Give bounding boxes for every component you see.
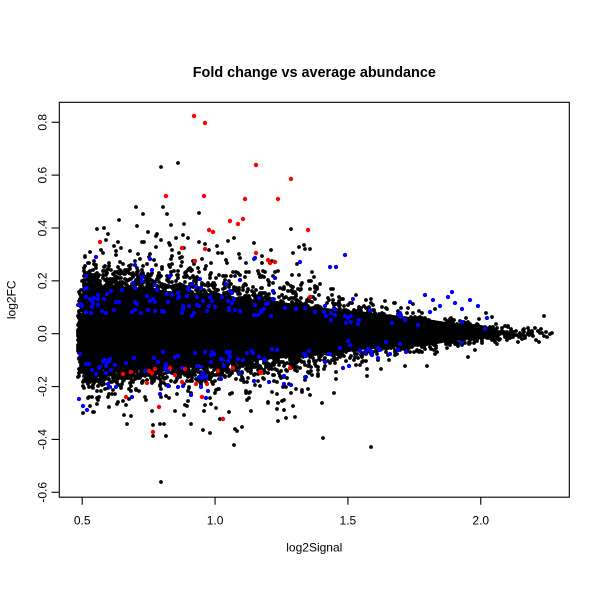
svg-text:log2Signal: log2Signal: [286, 541, 342, 555]
svg-text:Fold change vs average abundan: Fold change vs average abundance: [193, 65, 436, 81]
svg-text:log2FC: log2FC: [5, 280, 19, 319]
svg-text:0.5: 0.5: [74, 513, 91, 527]
svg-text:2.0: 2.0: [472, 513, 489, 527]
svg-text:1.5: 1.5: [340, 513, 357, 527]
svg-text:0.2: 0.2: [36, 272, 50, 289]
svg-text:0.0: 0.0: [36, 325, 50, 342]
svg-text:1.0: 1.0: [207, 513, 224, 527]
svg-text:0.6: 0.6: [36, 166, 50, 183]
svg-text:0.4: 0.4: [36, 219, 50, 236]
svg-text:-0.4: -0.4: [36, 429, 50, 450]
svg-text:-0.6: -0.6: [36, 482, 50, 503]
svg-text:-0.2: -0.2: [36, 376, 50, 397]
svg-text:0.8: 0.8: [36, 114, 50, 131]
